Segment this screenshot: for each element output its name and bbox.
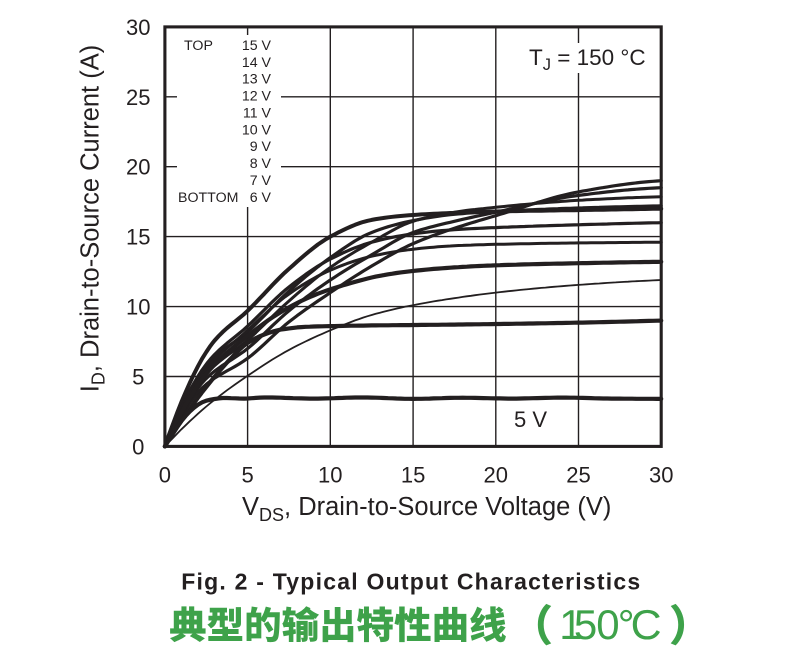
- svg-text:8 V: 8 V: [250, 156, 272, 172]
- svg-text:10: 10: [126, 295, 150, 320]
- svg-text:VDS, Drain-to-Source Voltage (: VDS, Drain-to-Source Voltage (V): [242, 493, 611, 525]
- svg-text:15: 15: [126, 225, 150, 250]
- svg-text:7 V: 7 V: [250, 173, 272, 189]
- svg-text:10 V: 10 V: [242, 122, 272, 138]
- svg-text:5: 5: [241, 462, 253, 487]
- svg-text:30: 30: [649, 462, 673, 487]
- svg-text:20: 20: [126, 155, 150, 180]
- svg-text:15: 15: [401, 462, 425, 487]
- svg-text:12 V: 12 V: [242, 89, 272, 105]
- svg-text:BOTTOM: BOTTOM: [178, 190, 238, 206]
- svg-text:20: 20: [484, 462, 508, 487]
- svg-text:15 V: 15 V: [242, 38, 272, 54]
- svg-text:0: 0: [596, 601, 619, 648]
- svg-text:14 V: 14 V: [242, 55, 272, 71]
- svg-text:5 V: 5 V: [514, 407, 547, 432]
- svg-text:9 V: 9 V: [250, 139, 272, 155]
- svg-text:25: 25: [126, 85, 150, 110]
- svg-text:30: 30: [126, 15, 150, 40]
- svg-text:25: 25: [566, 462, 590, 487]
- svg-text:5: 5: [574, 601, 597, 648]
- svg-text:5: 5: [132, 365, 144, 390]
- svg-text:°: °: [618, 601, 635, 648]
- svg-text:13 V: 13 V: [242, 72, 272, 88]
- svg-text:Fig. 2 - Typical Output Charac: Fig. 2 - Typical Output Characteristics: [181, 569, 640, 595]
- svg-text:C: C: [631, 601, 662, 648]
- svg-text:10: 10: [318, 462, 342, 487]
- svg-text:11 V: 11 V: [243, 106, 272, 122]
- svg-text:0: 0: [159, 462, 171, 487]
- svg-text:1: 1: [559, 601, 582, 648]
- svg-text:6 V: 6 V: [250, 190, 272, 206]
- svg-text:ID, Drain-to-Source Current (A: ID, Drain-to-Source Current (A): [77, 45, 109, 392]
- svg-text:0: 0: [132, 434, 144, 459]
- svg-text:TOP: TOP: [184, 38, 213, 54]
